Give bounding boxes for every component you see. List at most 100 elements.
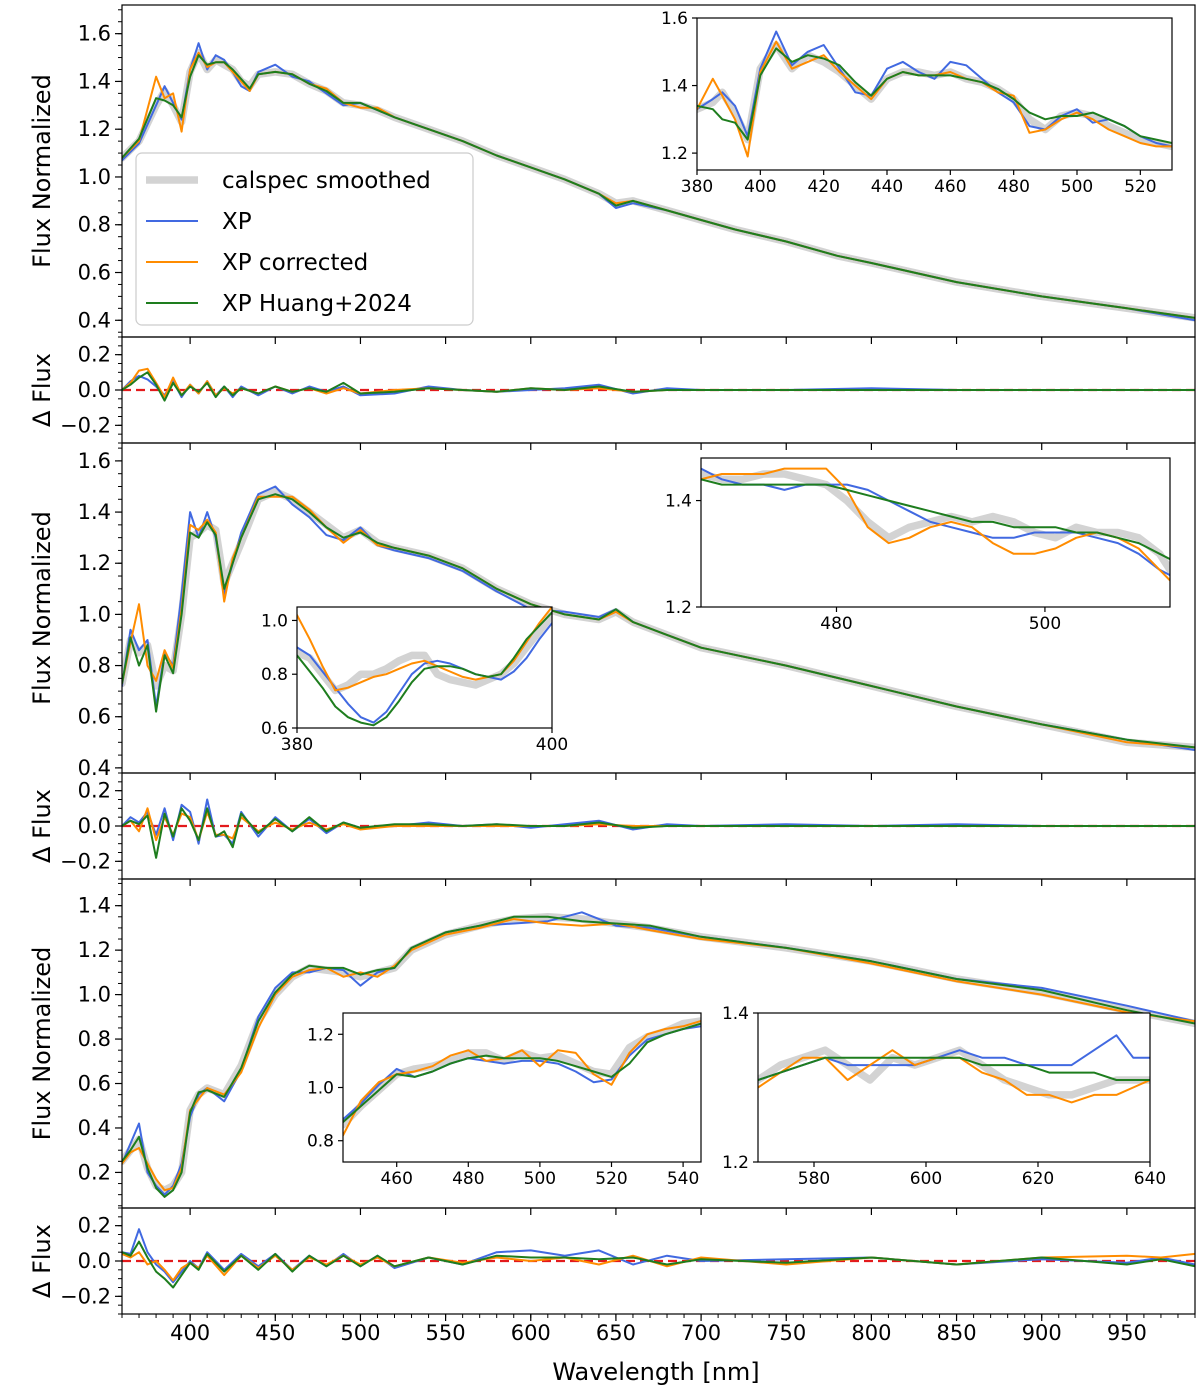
y-tick-label: 1.0 xyxy=(78,602,111,626)
inset-panel-5: 1.2 1.4 580 600 620 640 xyxy=(722,1004,1166,1189)
series-line-xp_huang xyxy=(758,1056,1150,1081)
main-panel-1: 0.4 0.6 0.8 1.0 1.2 1.4 1.6 Flux Normalized xyxy=(28,4,1196,344)
y-tick-label: 0.6 xyxy=(261,719,288,739)
x-tick-label: 640 xyxy=(1134,1169,1166,1189)
series-line-xp_huang xyxy=(697,47,1172,144)
series-group xyxy=(122,911,1195,1198)
x-tick-label: 380 xyxy=(281,735,313,755)
series-group xyxy=(758,1034,1150,1104)
y-axis-label: Δ Flux xyxy=(28,353,56,427)
legend-label-xp_corrected: XP corrected xyxy=(222,250,368,276)
residual-panel-1: −0.2 0.0 0.2 Δ Flux xyxy=(28,336,1196,450)
x-tick-label: 380 xyxy=(681,177,713,197)
series-line-xp_huang xyxy=(701,478,1170,561)
y-tick-label: 0.4 xyxy=(78,308,111,332)
y-axis-label: Flux Normalized xyxy=(28,511,56,705)
y-tick-label: 1.2 xyxy=(661,144,688,164)
legend-label-xp: XP xyxy=(222,209,252,235)
y-tick-label: 1.4 xyxy=(78,894,111,918)
x-tick-label: 800 xyxy=(851,1321,891,1345)
y-tick-label: 1.0 xyxy=(78,983,111,1007)
y-tick-label: 0.8 xyxy=(78,1027,111,1051)
y-tick-label: 0.0 xyxy=(78,1249,111,1273)
series-group xyxy=(122,485,1195,752)
series-group xyxy=(701,467,1170,582)
inset-background xyxy=(697,18,1172,170)
x-tick-label: 500 xyxy=(1029,614,1061,634)
y-tick-label: 1.0 xyxy=(78,165,111,189)
y-tick-label: 1.2 xyxy=(722,1153,749,1173)
series-line-xp_huang xyxy=(122,807,1195,859)
x-tick-label: 500 xyxy=(524,1169,556,1189)
y-tick-label: 0.0 xyxy=(78,378,111,402)
y-tick-label: 1.0 xyxy=(307,1079,334,1099)
series-group xyxy=(122,367,1195,402)
y-tick-label: 0.6 xyxy=(78,261,111,285)
x-tick-label: 400 xyxy=(170,1321,210,1345)
y-tick-label: 0.2 xyxy=(78,779,111,803)
legend-label-calspec: calspec smoothed xyxy=(222,168,431,194)
series-line-xp_huang xyxy=(343,1022,701,1124)
y-axis-label: Δ Flux xyxy=(28,1224,56,1298)
y-tick-label: 1.4 xyxy=(78,69,111,93)
y-tick-label: 1.0 xyxy=(261,611,288,631)
y-tick-label: 0.8 xyxy=(307,1132,334,1152)
inset-panel-4: 0.8 1.0 1.2 460 480 500 520 540 xyxy=(307,1012,702,1189)
x-tick-label: 750 xyxy=(766,1321,806,1345)
series-line-xp_corrected xyxy=(297,607,552,692)
axes-frame xyxy=(757,1012,1151,1163)
x-tick-label: 480 xyxy=(997,177,1029,197)
axes-frame xyxy=(296,606,553,729)
series-group xyxy=(122,1228,1195,1289)
x-tick-label: 450 xyxy=(255,1321,295,1345)
y-tick-label: 1.6 xyxy=(78,22,111,46)
y-tick-label: 1.4 xyxy=(722,1004,749,1024)
series-line-xp xyxy=(343,1025,701,1121)
y-tick-label: 1.4 xyxy=(665,492,692,512)
inset-panel-2: 0.6 0.8 1.0 380 400 xyxy=(261,606,568,755)
y-tick-label: 1.2 xyxy=(78,117,111,141)
y-tick-label: −0.2 xyxy=(60,1284,111,1308)
y-axis-label: Flux Normalized xyxy=(28,947,56,1141)
x-tick-label: 600 xyxy=(910,1169,942,1189)
x-tick-label: 850 xyxy=(937,1321,977,1345)
x-tick-label: 950 xyxy=(1107,1321,1147,1345)
y-tick-label: 0.0 xyxy=(78,814,111,838)
legend-box xyxy=(135,152,474,326)
x-tick-label: 650 xyxy=(596,1321,636,1345)
y-tick-label: −0.2 xyxy=(60,849,111,873)
x-tick-label: 500 xyxy=(340,1321,380,1345)
y-tick-label: −0.2 xyxy=(60,413,111,437)
y-axis-label: Δ Flux xyxy=(28,789,56,863)
legend: calspec smoothed XP XP corrected XP Huang+2… xyxy=(135,152,474,326)
series-line-xp_huang xyxy=(297,611,552,727)
y-tick-label: 0.2 xyxy=(78,1160,111,1184)
series-line-xp_huang xyxy=(122,1240,1195,1289)
axes-frame xyxy=(696,17,1173,171)
x-tick-label: 400 xyxy=(536,735,568,755)
series-line-xp_huang xyxy=(122,371,1195,402)
x-tick-label: 900 xyxy=(1022,1321,1062,1345)
x-tick-label: 520 xyxy=(1124,177,1156,197)
y-tick-label: 0.6 xyxy=(78,705,111,729)
y-tick-label: 0.2 xyxy=(78,343,111,367)
legend-label-xp_huang: XP Huang+2024 xyxy=(222,291,412,317)
y-tick-label: 0.8 xyxy=(78,654,111,678)
x-tick-label: 480 xyxy=(820,614,852,634)
y-tick-label: 0.8 xyxy=(78,213,111,237)
y-tick-label: 0.4 xyxy=(78,1116,111,1140)
y-tick-label: 1.2 xyxy=(665,598,692,618)
series-line-xp xyxy=(297,622,552,724)
axes-frame xyxy=(700,457,1171,608)
x-tick-label: 700 xyxy=(681,1321,721,1345)
x-tick-label: 550 xyxy=(426,1321,466,1345)
x-tick-label: 460 xyxy=(380,1169,412,1189)
inset-panel-3: 1.2 1.4 480 500 xyxy=(665,457,1171,634)
y-axis-label: Flux Normalized xyxy=(28,74,56,268)
y-tick-label: 1.4 xyxy=(661,77,688,97)
y-tick-label: 1.4 xyxy=(78,500,111,524)
x-tick-label: 420 xyxy=(807,177,839,197)
inset-panel-1: 1.2 1.4 1.6 380 400 420 440 460 480 500 520 xyxy=(661,9,1173,197)
